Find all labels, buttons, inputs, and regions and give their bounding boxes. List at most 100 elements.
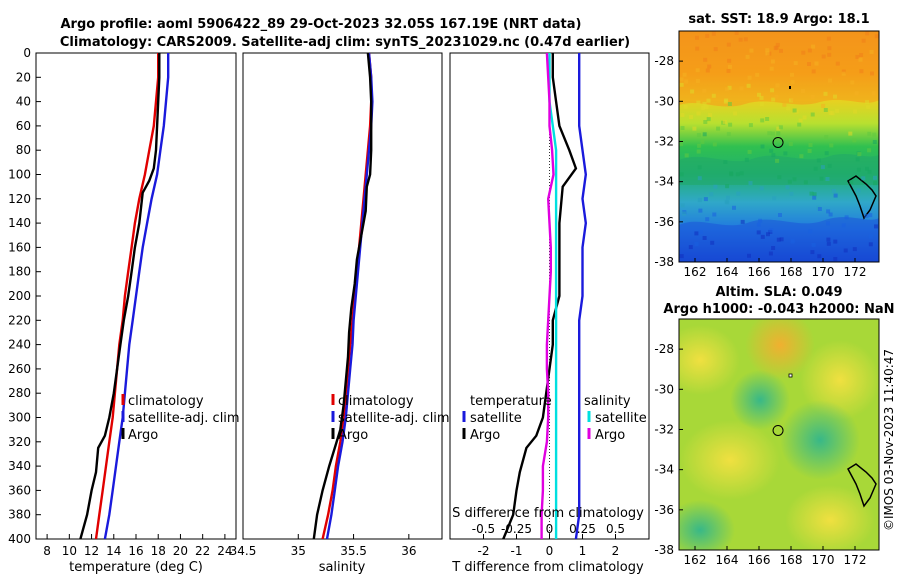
sst-cell [695,79,700,83]
sst-cell [728,122,733,127]
depth-tick-label: 20 [16,70,31,84]
sst-cell [769,228,774,233]
x-tick-label: 18 [151,544,166,558]
series-salinity-satellite [548,53,558,539]
sla-low-patch [679,500,735,550]
sst-cell [757,92,761,97]
temperature-tick-labels: 8 10 12 14 16 18 20 22 24 [43,534,233,558]
sst-cell [867,169,872,174]
sst-axes-box [678,30,880,263]
sst-cell [701,105,706,110]
sst-cell [695,68,700,73]
x-tick-label: 35.5 [340,544,367,558]
argo-location-marker [772,424,784,436]
sst-cell [771,246,776,250]
lon-tick-label: 162 [684,553,707,567]
sst-cell [726,68,731,73]
sst-cell [679,172,684,177]
sst-cell [794,109,799,114]
depth-tick-label: 360 [8,483,31,497]
sst-cell [680,203,685,208]
sst-cell [696,100,701,105]
legend-climatology-label: climatology [128,394,204,409]
legend-argo-label: Argo [338,428,368,443]
sst-cell [810,112,815,117]
sst-cell [865,31,870,36]
sst-cell [758,218,763,223]
sst-cell [772,196,777,201]
sst-cell [859,53,864,57]
sst-cell [713,47,718,52]
sst-cell [808,143,813,147]
lat-tick-label: -28 [654,342,674,356]
sst-cell [697,165,702,170]
x-tick-label: -1 [511,544,523,558]
sst-cell [833,94,837,99]
sst-cell [856,188,861,193]
salinity-difference-legend: salinity satellite Argo [584,394,647,443]
sst-cell [867,148,872,153]
lon-tick-label: 168 [780,265,803,279]
sst-cell [694,231,699,236]
sst-cell [703,57,708,62]
sst-cell [775,42,780,47]
sla-map-title-line1: Altim. SLA: 0.049 [716,285,843,300]
sst-cell [695,46,700,51]
sst-cell [810,250,815,255]
sst-cell [703,197,708,202]
sst-cell [708,113,713,118]
sst-cell [680,126,685,130]
sst-cell [792,177,797,182]
sst-cell [711,93,716,98]
sst-map-title: sat. SST: 18.9 Argo: 18.1 [688,12,869,27]
sst-cell [787,179,792,184]
depth-tick-labels: 0 20 40 60 80 100 120 140 160 180 200 220 240 260 280 3… [8,46,455,546]
s-tick-label: -0.25 [501,522,532,536]
sst-cell [872,140,877,144]
sst-cell [849,180,854,185]
sst-cell [790,80,795,85]
s-tick-label: 0.25 [569,522,596,536]
sst-cell [749,48,754,53]
sst-lon-tick-labels: 162 164 166 168 170 172 [684,258,866,279]
sst-cell [705,217,710,222]
sst-cell [821,54,826,59]
temperature-xlabel: temperature (deg C) [69,560,203,575]
sst-cell [765,48,770,53]
sst-cell [788,142,793,147]
sst-cell [679,82,684,87]
legend-t-argo-label: Argo [470,428,500,443]
sst-cell [696,133,701,137]
lon-tick-label: 166 [748,265,771,279]
sst-cell [728,64,732,69]
sst-cell [858,57,863,62]
sla-lon-tick-labels: 162 164 166 168 170 172 [684,546,866,567]
sst-cell [768,251,773,256]
sst-cell [760,144,765,149]
sst-cell [827,163,832,168]
x-tick-label: -2 [478,544,490,558]
depth-tick-label: 40 [16,95,31,109]
sst-cell [766,232,770,237]
sst-cell [702,132,707,137]
x-tick-label: 35 [291,544,306,558]
sst-cell [707,64,712,69]
figure-title-line1: Argo profile: aoml 5906422_89 29-Oct-202… [61,17,582,32]
sst-cell [786,106,791,111]
sla-high-patch [785,485,875,550]
depth-tick-label: 380 [8,508,31,522]
sst-cell [726,195,730,200]
sst-cell [817,207,822,211]
sla-low-patch [730,370,790,430]
sst-cell [695,35,699,40]
sst-cell [870,71,874,76]
lon-tick-label: 170 [812,265,835,279]
sst-cell [852,138,857,143]
depth-tick-label: 160 [8,240,31,254]
depth-tick-label: 200 [8,289,31,303]
sst-cell [809,191,814,196]
t-difference-tick-labels: -2 -1 0 1 2 [478,534,619,558]
sst-cell [775,158,780,163]
sst-cell [725,87,729,92]
sst-cell [679,77,684,82]
